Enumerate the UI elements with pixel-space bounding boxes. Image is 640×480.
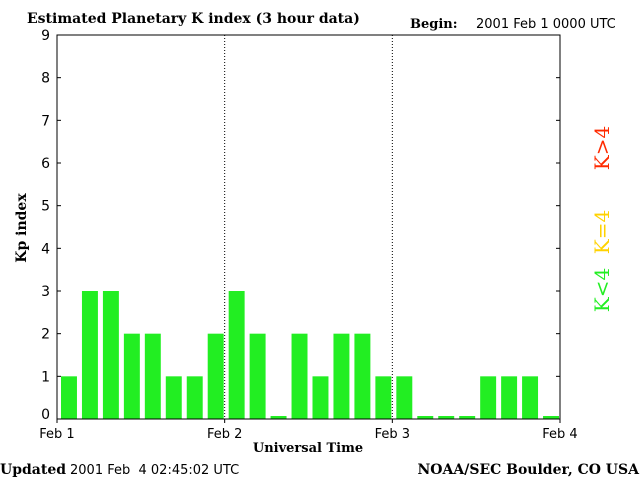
kp-bar [186,376,203,419]
kp-bar [333,333,350,419]
day-dividers [224,35,393,419]
kp-bar [270,416,287,419]
y-tick-label: 1 [41,369,50,385]
x-axis-label: Universal Time [253,441,363,456]
x-axis-ticks: Feb 1 Feb 2 Feb 3 Feb 4 [39,419,578,442]
y-tick-label: 2 [41,327,50,343]
kp-bar [396,376,413,419]
kp-bar [312,376,329,419]
kp-bar [61,376,77,419]
y-axis-label: Kp index [14,193,30,263]
credit-text: NOAA/SEC Boulder, CO USA [418,462,640,478]
x-tick-label: Feb 3 [375,427,410,442]
kp-bar [228,291,245,419]
x-tick-label: Feb 1 [39,427,74,442]
y-tick-label: 0 [41,407,50,423]
kp-bar [354,333,371,419]
legend-item: K<4 [590,268,614,312]
kp-bar [165,376,182,419]
kp-bar [543,416,559,419]
kp-bar [81,291,98,419]
begin-value: 2001 Feb 1 0000 UTC [476,17,616,32]
kp-bar [291,333,308,419]
kp-bar [480,376,497,419]
kp-bar [207,333,224,419]
kp-bar [417,416,434,419]
kp-bar [123,333,140,419]
y-tick-label: 3 [41,284,50,300]
chart-title: Estimated Planetary K index (3 hour data… [27,11,360,27]
y-tick-label: 5 [41,199,50,215]
kp-bar [375,376,392,419]
y-tick-label: 9 [41,28,50,44]
kp-bar [102,291,119,419]
updated-label: Updated [0,462,66,478]
kp-bar [438,416,455,419]
x-tick-label: Feb 4 [542,427,577,442]
kp-bar [501,376,518,419]
bars [61,291,559,419]
kp-bar [249,333,266,419]
y-tick-label: 7 [41,113,50,129]
kp-bar [459,416,476,419]
legend-item: K=4 [590,210,614,254]
begin-label: Begin: [410,17,458,32]
legend-item: K>4 [590,126,614,170]
updated-value: 2001 Feb 4 02:45:02 UTC [70,463,239,478]
y-tick-label: 8 [41,71,50,87]
kp-bar [144,333,161,419]
plot-frame [56,34,561,420]
y-tick-label: 4 [41,241,50,257]
legend: K>4 K=4 K<4 [590,126,614,312]
x-tick-label: Feb 2 [207,427,242,442]
y-tick-label: 6 [41,156,50,172]
kp-bar [522,376,539,419]
